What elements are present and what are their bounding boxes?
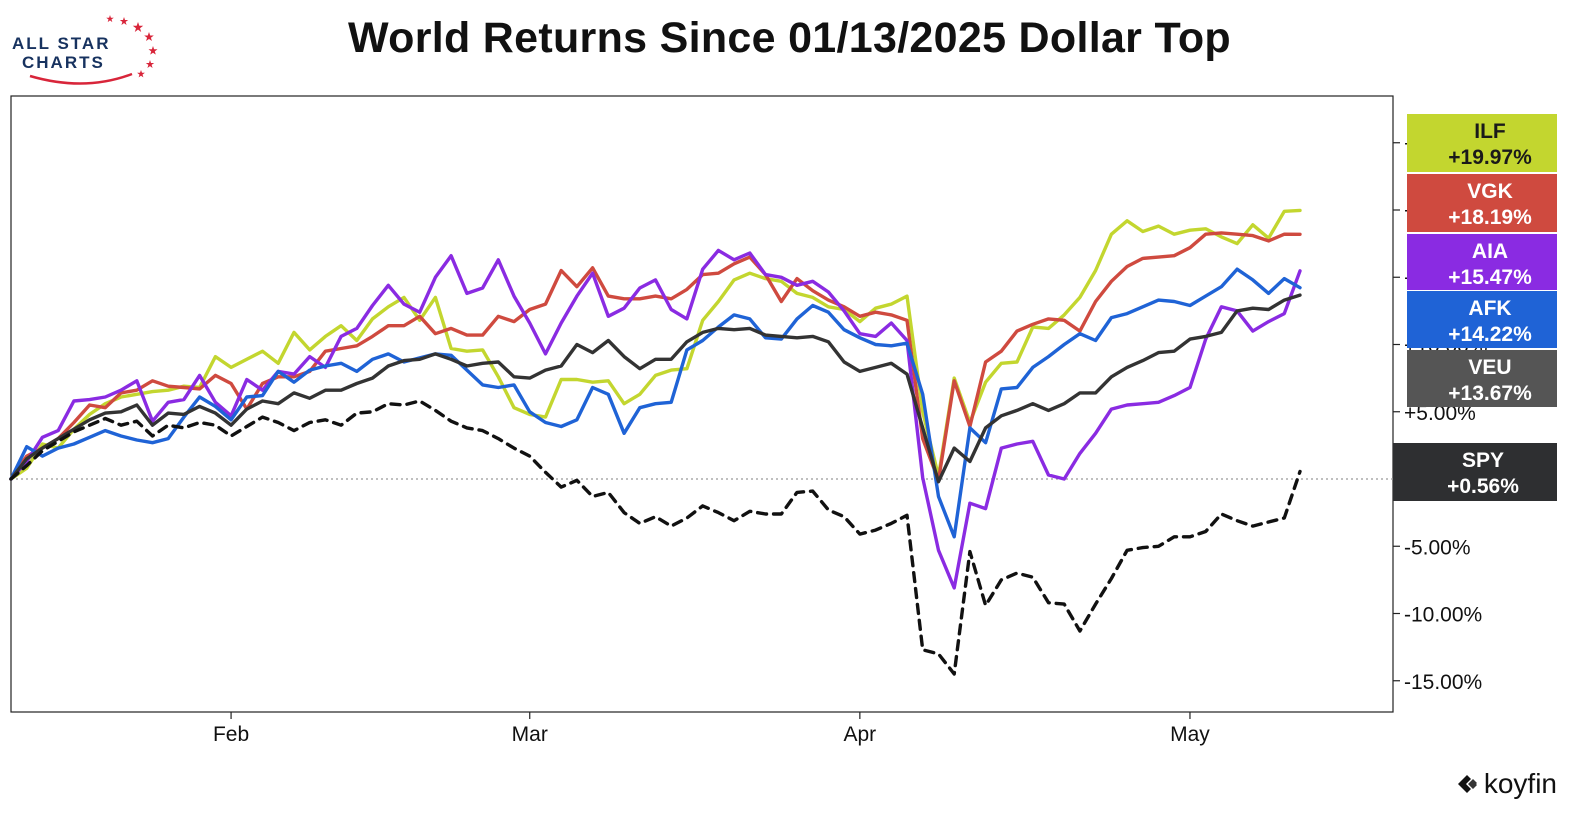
legend-box-aia [1407,234,1557,290]
series-line-afk [9,267,1302,539]
legend-name-afk: AFK [1468,297,1511,320]
legend-box-ilf [1407,114,1557,172]
y-tick-label: -5.00% [1404,536,1471,559]
y-tick-label: +5.00% [1404,402,1476,425]
legend-name-ilf: ILF [1474,120,1506,143]
legend-value-veu: +13.67% [1448,382,1532,405]
legend-box-afk [1407,291,1557,348]
series-line-aia [9,248,1302,590]
y-tick-label: -10.00% [1404,604,1482,627]
koyfin-watermark: koyfin [1454,768,1557,800]
legend-value-spy: +0.56% [1447,475,1519,498]
legend-name-spy: SPY [1462,449,1504,472]
legend-value-aia: +15.47% [1448,266,1532,289]
legend-box-veu [1407,350,1557,407]
x-tick-label: Mar [512,723,548,746]
legend-value-vgk: +18.19% [1448,206,1532,229]
chart-title: World Returns Since 01/13/2025 Dollar To… [348,14,1231,62]
series-line-ilf [9,208,1302,481]
logo-line1: ALL STAR [12,34,111,53]
legend-name-aia: AIA [1472,240,1508,263]
legend-box-spy [1393,443,1557,501]
series-line-vgk [9,231,1302,482]
x-tick-label: Feb [213,723,249,746]
legend-box-vgk [1407,174,1557,232]
legend-value-ilf: +19.97% [1448,146,1532,169]
koyfin-text: koyfin [1483,768,1557,799]
logo-stars-arc-icon [29,15,158,85]
x-tick-label: Apr [844,723,877,746]
logo-line2: CHARTS [22,53,105,72]
legend-name-veu: VEU [1468,356,1511,379]
koyfin-logo-icon [1457,775,1477,793]
all-star-charts-logo: ALL STAR CHARTS [10,10,160,85]
x-tick-label: May [1170,723,1210,746]
legend-value-afk: +14.22% [1448,323,1532,346]
series-line-veu [9,293,1302,484]
legend-name-vgk: VGK [1467,180,1513,203]
series-line-spy [9,399,1302,676]
y-tick-label: -15.00% [1404,671,1482,694]
plot-frame [10,95,1394,713]
